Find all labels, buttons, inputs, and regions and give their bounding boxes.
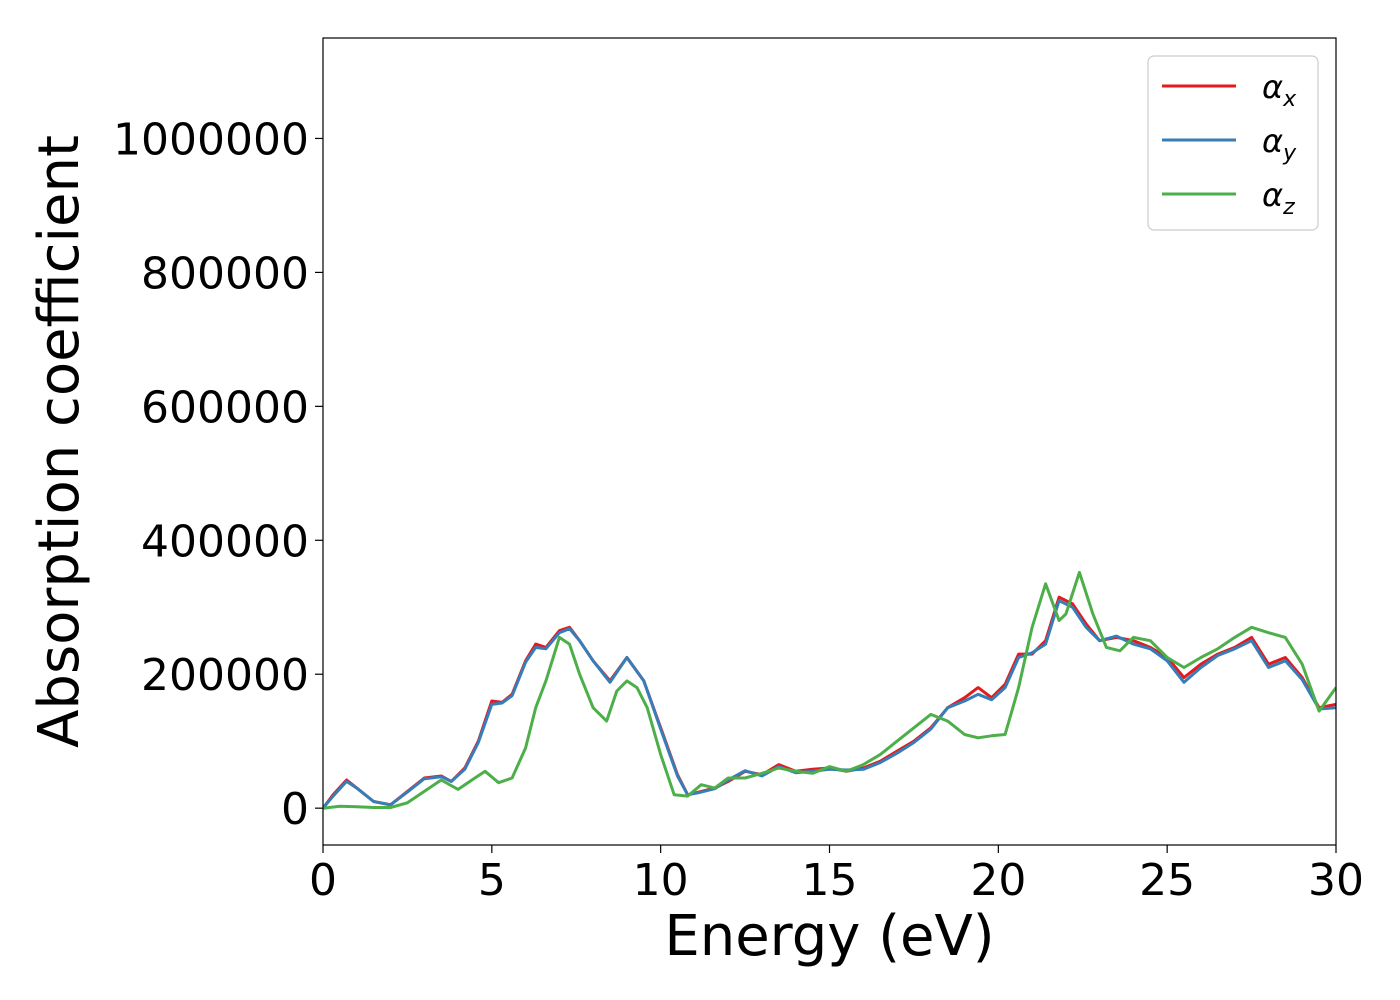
y-axis-label: Absorption coefficient xyxy=(27,135,92,748)
y-tick-label: 600000 xyxy=(141,382,309,433)
x-tick-label: 25 xyxy=(1139,855,1195,906)
axes: 0 5 10 15 20 25 30 0 200000 400000 600000 800000 100… xyxy=(113,37,1364,906)
y-tick-label: 200000 xyxy=(141,650,309,701)
legend: αx αy αz xyxy=(1147,55,1319,231)
plot-area xyxy=(323,570,1336,810)
x-axis-label: Energy (eV) xyxy=(664,904,994,969)
series-line-z xyxy=(323,570,1336,810)
x-tick-label: 5 xyxy=(478,855,506,906)
x-tick-label: 30 xyxy=(1308,855,1364,906)
x-tick-label: 10 xyxy=(633,855,689,906)
x-tick-label: 20 xyxy=(970,855,1026,906)
y-tick-label: 0 xyxy=(281,784,309,835)
legend-label-x: αx xyxy=(1262,68,1297,112)
legend-box xyxy=(1147,55,1319,231)
legend-label-z: αz xyxy=(1262,176,1295,220)
x-tick-label: 0 xyxy=(309,855,337,906)
legend-label-y: αy xyxy=(1262,122,1297,166)
x-tick-label: 15 xyxy=(802,855,858,906)
y-tick-label: 800000 xyxy=(141,248,309,299)
y-tick-label: 400000 xyxy=(141,516,309,567)
y-tick-label: 1000000 xyxy=(113,114,309,165)
